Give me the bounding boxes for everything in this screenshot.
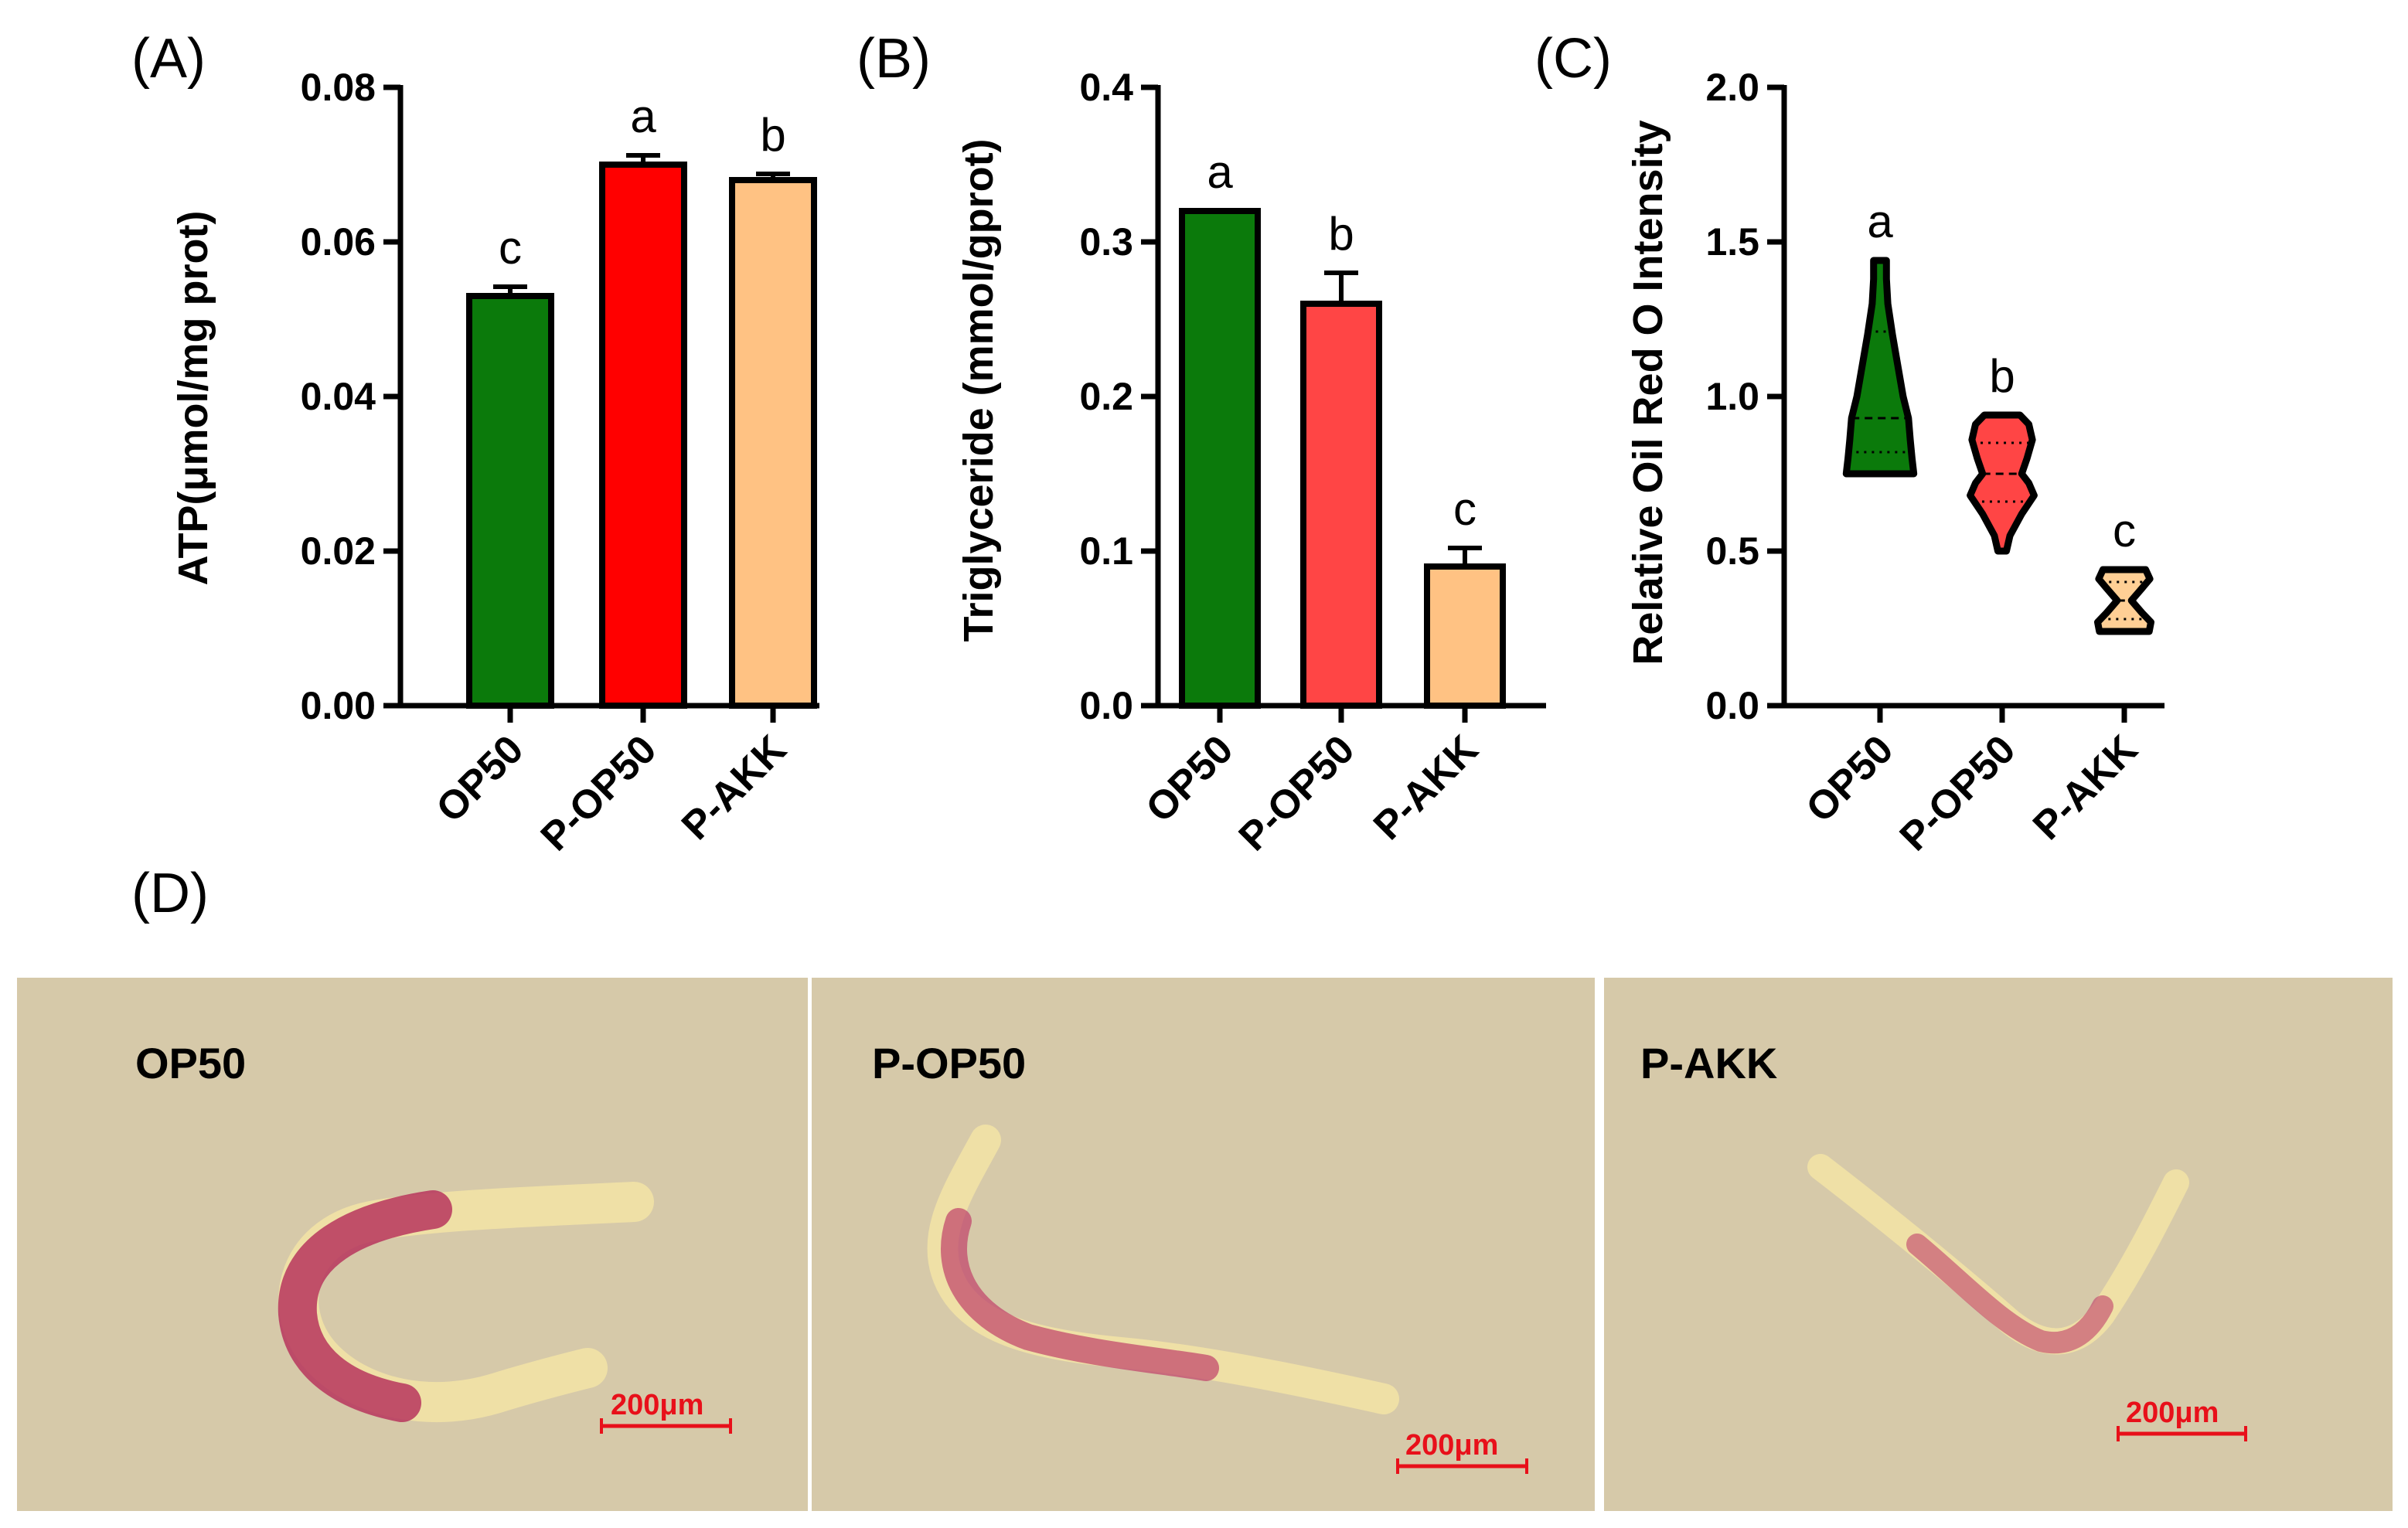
x-tick-label: P-AKK bbox=[2025, 727, 2147, 849]
significance-letter: c bbox=[1453, 483, 1476, 535]
significance-letter: a bbox=[1207, 146, 1233, 198]
panel-d-label: (D) bbox=[131, 863, 209, 924]
micrograph-background bbox=[17, 978, 808, 1511]
violin bbox=[1842, 257, 1918, 478]
significance-letter: a bbox=[630, 90, 656, 142]
panel-c-y-ticks: 0.0 0.5 1.0 1.5 2.0 bbox=[1705, 66, 1784, 727]
panel-a-categories: OP50 P-OP50 P-AKK bbox=[427, 706, 795, 859]
panel-a-y-axis-label: ATP(μmol/mg prot) bbox=[170, 211, 216, 586]
panel-c-y-axis-label: Relative Oil Red O Intensity bbox=[1625, 120, 1671, 665]
bar bbox=[1179, 208, 1261, 709]
x-tick-label: OP50 bbox=[427, 727, 532, 831]
panel-c: (C) Relative Oil Red O Intensity 0.0 0.5 1… bbox=[1534, 28, 2164, 859]
panel-a: (A) ATP(μmol/mg prot) 0.000.020.040.060.… bbox=[131, 28, 819, 859]
micrograph-p-op50: P-OP50 200μm bbox=[812, 978, 1595, 1511]
panel-b: (B) Triglyceride (mmol/gprot) 0.00.10.20… bbox=[857, 28, 1546, 859]
panel-b-bars: a b c bbox=[1179, 146, 1506, 709]
panel-b-y-axis-label: Triglyceride (mmol/gprot) bbox=[955, 138, 1002, 641]
bar bbox=[729, 177, 817, 709]
x-tick-label: P-AKK bbox=[673, 727, 795, 849]
micrograph-background bbox=[1604, 978, 2393, 1511]
micrograph-op50: OP50 200μm bbox=[17, 978, 808, 1511]
significance-letter: b bbox=[1328, 208, 1354, 260]
y-tick-label: 0.04 bbox=[301, 375, 376, 418]
panel-c-label: (C) bbox=[1534, 28, 1612, 90]
y-tick-label: 0.08 bbox=[301, 66, 376, 109]
panel-b-label: (B) bbox=[857, 28, 931, 90]
y-tick-label: 1.0 bbox=[1705, 375, 1759, 418]
x-tick-label: P-AKK bbox=[1365, 727, 1487, 849]
significance-letter: c bbox=[499, 222, 522, 274]
panel-c-violins: a b c bbox=[1842, 196, 2154, 635]
y-tick-label: 0.00 bbox=[301, 684, 376, 727]
panel-a-bars: c a b bbox=[466, 90, 817, 709]
bar bbox=[466, 293, 554, 709]
x-tick-label: OP50 bbox=[1797, 727, 1902, 831]
scale-bar-label: 200μm bbox=[611, 1389, 703, 1421]
y-tick-label: 0.4 bbox=[1079, 66, 1133, 109]
bar bbox=[1424, 563, 1506, 709]
significance-letter: b bbox=[1989, 350, 2015, 402]
bar bbox=[1300, 301, 1382, 709]
bar bbox=[599, 162, 687, 709]
y-tick-label: 0.2 bbox=[1079, 375, 1133, 418]
worm-lipid-stain bbox=[1906, 1234, 2113, 1354]
micrograph-title: P-AKK bbox=[1640, 1039, 1777, 1087]
panel-a-y-ticks: 0.00 0.02 0.04 0.06 0.08 bbox=[301, 66, 400, 727]
micrograph-p-akk: P-AKK 200μm bbox=[1604, 978, 2393, 1511]
panel-d: (D) OP50 200μm P-OP50 200μm P-AKK bbox=[17, 863, 2393, 1511]
y-tick-label: 0.06 bbox=[301, 220, 376, 264]
significance-letter: c bbox=[2113, 505, 2136, 556]
y-tick-label: 0.1 bbox=[1079, 529, 1133, 573]
panel-b-y-ticks: 0.0 0.1 0.2 0.3 0.4 bbox=[1079, 66, 1158, 727]
y-tick-label: 2.0 bbox=[1705, 66, 1759, 109]
panel-a-label: (A) bbox=[131, 28, 206, 90]
y-tick-label: 0.0 bbox=[1079, 684, 1133, 727]
worm-lipid-stain bbox=[278, 1190, 452, 1422]
micrograph-title: P-OP50 bbox=[872, 1039, 1026, 1087]
violin bbox=[1967, 411, 2038, 555]
x-tick-label: P-OP50 bbox=[1231, 727, 1364, 859]
y-tick-label: 1.5 bbox=[1705, 220, 1759, 264]
x-tick-label: P-OP50 bbox=[1892, 727, 2025, 859]
x-tick-label: OP50 bbox=[1137, 727, 1241, 831]
x-tick-label: P-OP50 bbox=[533, 727, 666, 859]
significance-letter: a bbox=[1867, 196, 1893, 247]
scale-bar-label: 200μm bbox=[1405, 1429, 1498, 1462]
y-tick-label: 0.3 bbox=[1079, 220, 1133, 264]
significance-letter: b bbox=[760, 109, 785, 161]
y-tick-label: 0.0 bbox=[1705, 684, 1759, 727]
micrograph-title: OP50 bbox=[135, 1039, 246, 1087]
y-tick-label: 0.5 bbox=[1705, 529, 1759, 573]
scale-bar-label: 200μm bbox=[2126, 1397, 2219, 1429]
y-tick-label: 0.02 bbox=[301, 529, 376, 573]
worm-lipid-stain bbox=[941, 1208, 1219, 1381]
